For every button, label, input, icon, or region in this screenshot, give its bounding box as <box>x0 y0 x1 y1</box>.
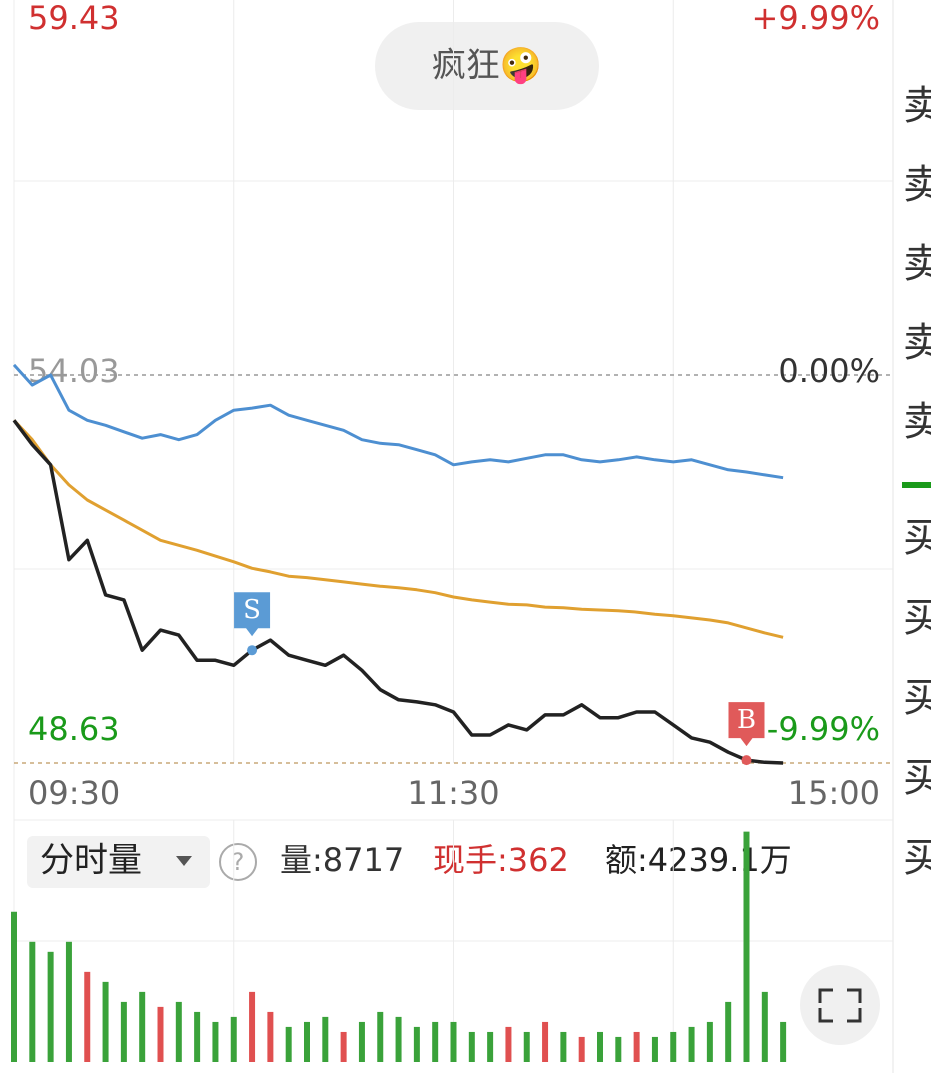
expand-icon <box>818 988 862 1023</box>
trade-flag-label: S <box>243 595 261 625</box>
volume-bar <box>578 1036 585 1062</box>
volume-bar <box>102 981 109 1062</box>
volume-bar <box>139 991 146 1062</box>
trade-flag-label: B <box>737 705 756 735</box>
amount-info: 额:4239.1万 <box>605 841 792 879</box>
volume-bar <box>304 1021 310 1062</box>
x-tick-label: 15:00 <box>788 774 880 812</box>
volume-bar <box>212 1021 219 1062</box>
volume-bar <box>597 1031 603 1062</box>
volume-bar <box>84 971 91 1062</box>
volume-bar <box>395 1016 402 1062</box>
trade-marker: B <box>728 702 765 766</box>
volume-bar <box>487 1031 494 1062</box>
volume-bar <box>175 1001 182 1062</box>
mode-label[interactable]: 分时量 <box>40 841 142 881</box>
buy-level: 买 <box>903 515 931 561</box>
sell-level: 卖 <box>903 162 931 208</box>
volume-info: 量:8717 <box>280 841 404 879</box>
price-line <box>12 419 784 765</box>
volume-bar <box>651 1036 658 1062</box>
trade-flag <box>234 592 271 637</box>
volume-bar <box>670 1031 677 1062</box>
buy-level: 买 <box>903 835 931 881</box>
buy-level: 买 <box>903 595 931 641</box>
volume-bar <box>285 1026 292 1062</box>
sell-level: 卖 <box>903 399 931 445</box>
trade-point <box>247 645 258 656</box>
y-tick-label: 48.63 <box>28 710 120 748</box>
current-hand-info: 现手:362 <box>433 841 569 879</box>
mood-badge[interactable]: 疯狂🤪 <box>432 46 542 86</box>
y2-tick-label: +9.99% <box>752 0 880 37</box>
buy-level: 买 <box>903 755 931 801</box>
volume-bar <box>523 1031 530 1062</box>
mode-button[interactable] <box>27 836 210 888</box>
volume-bar <box>29 941 36 1062</box>
sell-level: 卖 <box>903 83 931 129</box>
volume-bar <box>615 1036 622 1062</box>
volume-bar <box>358 1021 365 1062</box>
volume-bar <box>432 1021 439 1062</box>
price-line <box>12 419 784 639</box>
price-line <box>12 363 784 480</box>
dropdown-arrow <box>176 856 192 866</box>
volume-bar <box>11 911 17 1062</box>
buy-level: 买 <box>903 675 931 721</box>
volume-bar <box>761 991 768 1062</box>
y-tick-label: 59.43 <box>28 0 120 37</box>
volume-bar <box>560 1031 567 1062</box>
x-tick-label: 09:30 <box>28 774 120 812</box>
book-divider <box>902 482 931 488</box>
x-tick-label: 11:30 <box>407 774 499 812</box>
volume-bar <box>249 991 256 1062</box>
trade-marker: S <box>234 592 271 656</box>
volume-bar <box>633 1031 640 1062</box>
volume-bar <box>725 1001 732 1062</box>
trade-flag <box>728 702 765 747</box>
volume-bar <box>230 1016 237 1062</box>
volume-bar <box>688 1026 695 1062</box>
volume-bar <box>780 1021 787 1062</box>
volume-bar <box>267 1011 274 1062</box>
y2-tick-label: 0.00% <box>778 352 880 390</box>
sell-level: 卖 <box>903 241 931 287</box>
help-label[interactable]: ? <box>232 848 245 876</box>
trade-point <box>741 755 752 766</box>
y-tick-label: 54.03 <box>28 352 120 390</box>
volume-bar <box>340 1031 347 1062</box>
volume-bar <box>468 1031 475 1062</box>
expand-button[interactable] <box>800 965 880 1045</box>
volume-bar <box>413 1026 420 1062</box>
volume-bar <box>194 1011 201 1062</box>
volume-bar <box>120 1001 127 1062</box>
volume-bar <box>157 1006 164 1062</box>
volume-bar <box>743 831 750 1062</box>
volume-bar <box>505 1026 512 1062</box>
sell-level: 卖 <box>903 320 931 366</box>
volume-bar <box>542 1021 549 1062</box>
volume-bar <box>322 1016 329 1062</box>
volume-bar <box>450 1021 457 1062</box>
volume-bar <box>47 951 54 1062</box>
y2-tick-label: -9.99% <box>767 710 880 748</box>
mood-badge-bg[interactable] <box>375 22 599 110</box>
volume-bar <box>377 1011 384 1062</box>
volume-bar <box>706 1021 713 1062</box>
volume-bar <box>65 941 72 1062</box>
help-icon[interactable] <box>219 843 257 881</box>
